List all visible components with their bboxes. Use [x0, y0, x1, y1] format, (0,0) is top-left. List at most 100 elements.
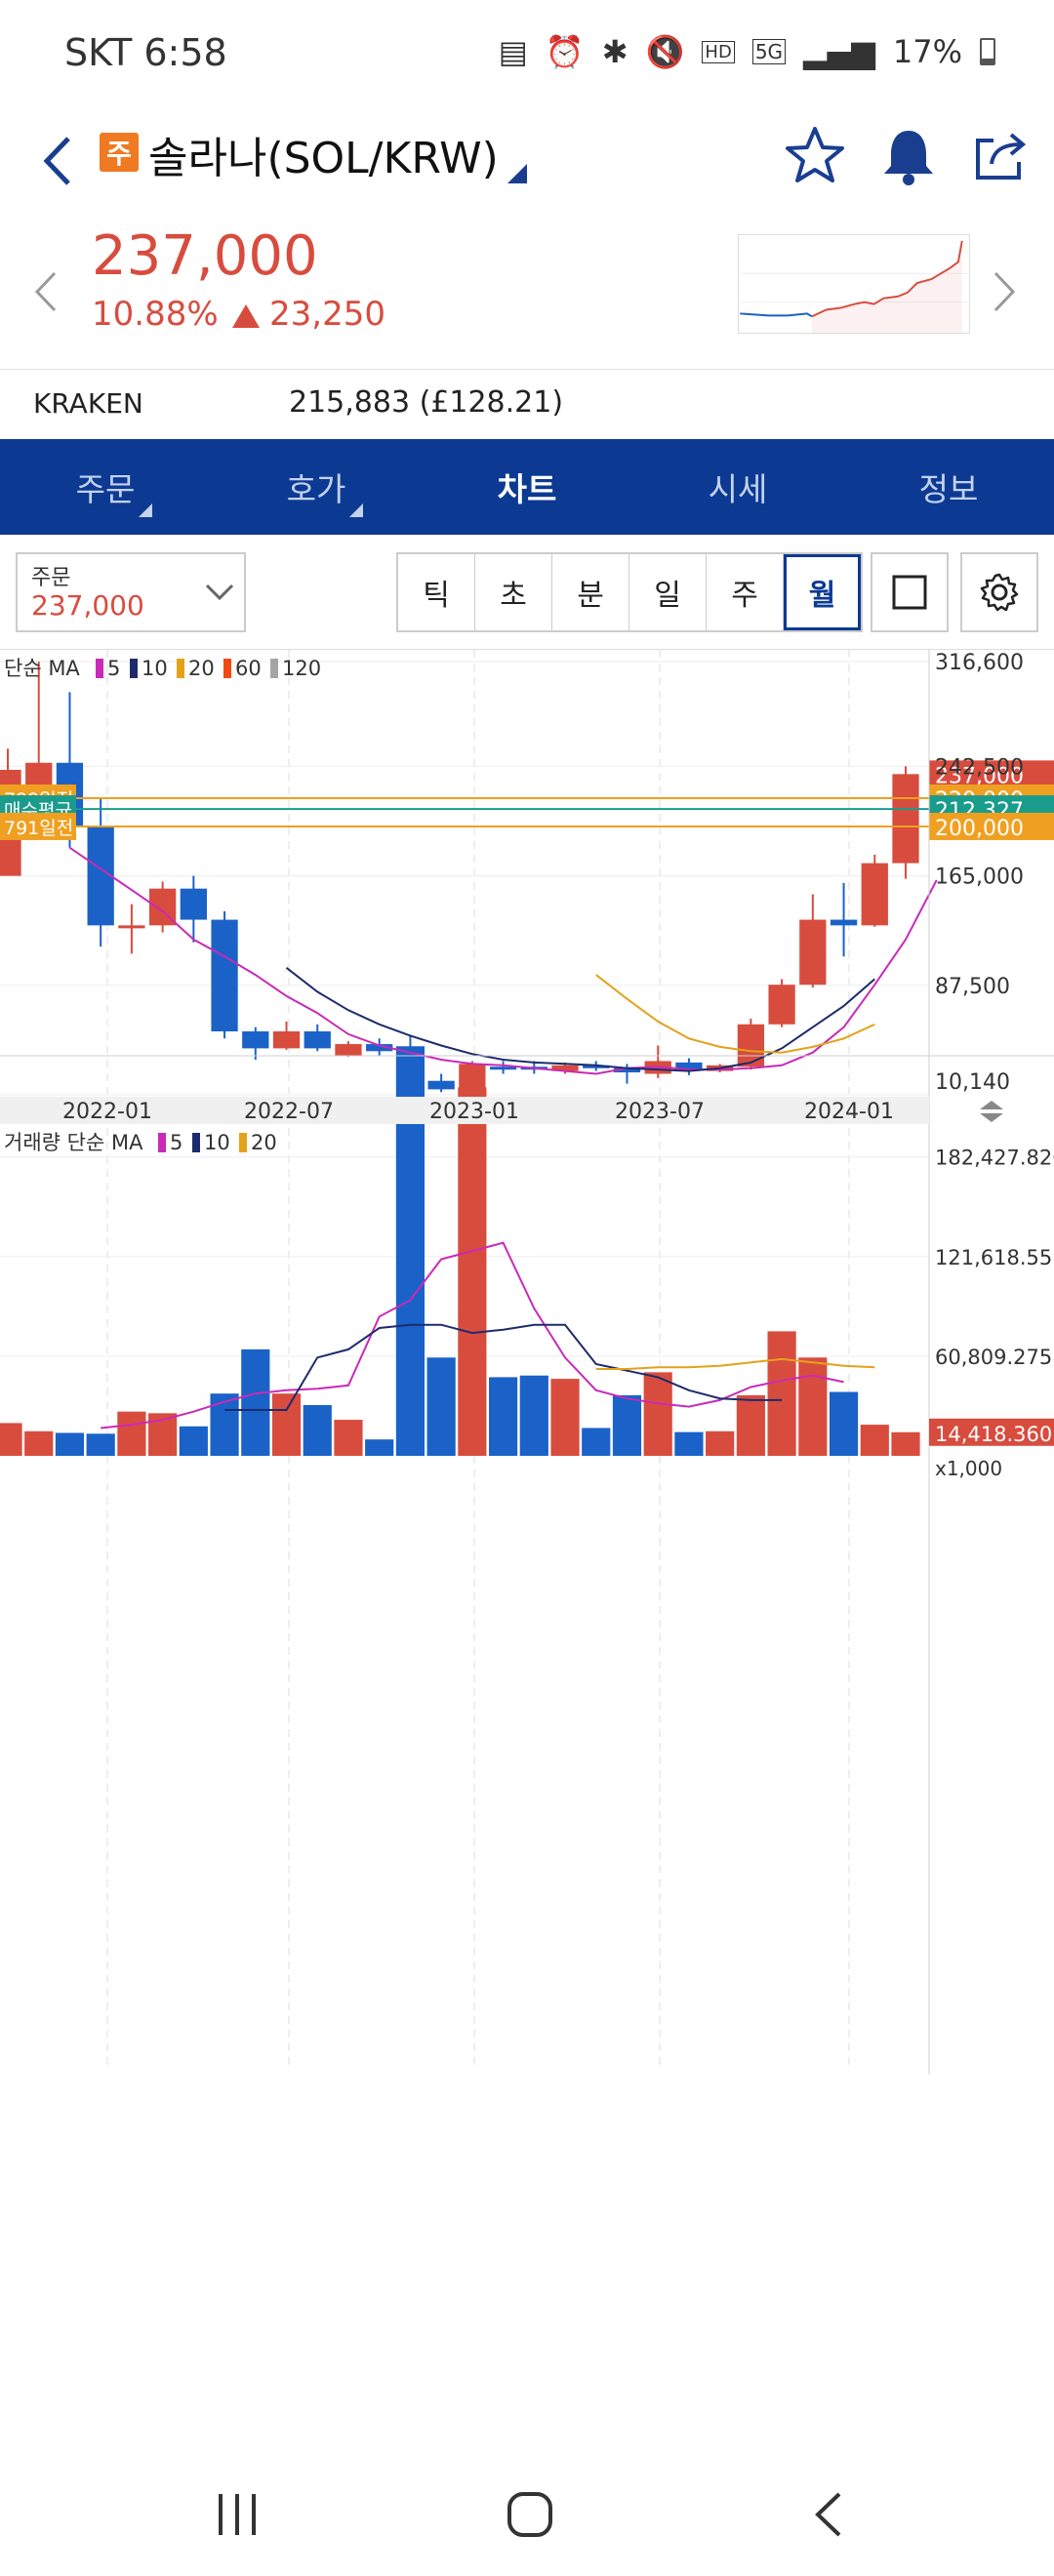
candle-body [830, 919, 858, 926]
volume-bar [891, 1431, 920, 1456]
bell-icon[interactable] [874, 121, 943, 189]
tab-orderbook[interactable]: 호가 [211, 439, 422, 535]
x-axis-band [0, 1097, 929, 1124]
price-legend-item: 5 [107, 657, 120, 680]
volume-legend-title: 거래량 단순 MA [4, 1131, 143, 1154]
home-icon[interactable] [506, 2490, 554, 2539]
candle-body [180, 888, 207, 920]
volume-legend-item: 5 [170, 1131, 182, 1154]
volume-legend-swatch [239, 1133, 247, 1152]
volume-bar [612, 1394, 642, 1456]
candle-body [799, 919, 827, 986]
volume-legend-swatch [158, 1133, 166, 1152]
period-month[interactable]: 월 [784, 554, 861, 630]
hd-voice-icon: HD [702, 40, 735, 63]
change-percent: 10.88% [92, 295, 219, 334]
resize-handle-icon[interactable] [980, 1101, 1003, 1122]
candle-body [737, 1024, 765, 1067]
candle-body [335, 1044, 362, 1056]
fullscreen-button[interactable] [871, 552, 949, 632]
x-axis-label: 2023-01 [429, 1100, 519, 1124]
candle-body [489, 1067, 517, 1070]
price-ma-10-line [285, 967, 875, 1072]
price-legend-swatch [130, 659, 138, 678]
tab-info-label: 정보 [918, 470, 979, 508]
price-legend-swatch [223, 659, 231, 678]
order-price-select[interactable]: 주문 237,000 [16, 552, 246, 632]
volume-bar [426, 1357, 456, 1456]
price-axis-label: 87,500 [935, 975, 1010, 999]
back-icon[interactable] [35, 127, 84, 195]
volume-ma-10-line [224, 1323, 783, 1411]
period-day[interactable]: 일 [629, 554, 707, 630]
recent-apps-icon[interactable] [215, 2490, 260, 2539]
price-tag-label: 200,000 [935, 817, 1024, 841]
status-icons: ▤ ⏰ ✱ 🔇 HD 5G ▂▄▆ 17% [499, 33, 995, 70]
volume-axis-label: 182,427.826 [935, 1147, 1054, 1170]
price-legend-item: 60 [235, 657, 262, 680]
chart-toolbar: 주문 237,000 틱 초 분 일 주 월 [0, 535, 1054, 650]
coin-title[interactable]: 솔라나(SOL/KRW) [148, 134, 499, 183]
period-selector: 틱 초 분 일 주 월 [396, 552, 863, 632]
bluetooth-icon: ✱ [601, 33, 628, 70]
candle-body [861, 863, 888, 926]
order-select-label: 주문 [31, 566, 71, 590]
price-legend-item: 120 [282, 657, 321, 680]
alarm-icon: ⏰ [545, 33, 585, 70]
tab-order[interactable]: 주문 [0, 439, 211, 535]
tab-orderbook-label: 호가 [286, 470, 346, 508]
reference-exchange-label: KRAKEN [33, 387, 143, 420]
period-minute[interactable]: 분 [552, 554, 629, 630]
candle-body [675, 1062, 703, 1070]
period-second[interactable]: 초 [475, 554, 552, 630]
volume-bar [829, 1391, 859, 1456]
chevron-down-icon [205, 584, 234, 601]
tab-order-label: 주문 [75, 470, 136, 508]
up-triangle-icon [232, 304, 260, 328]
price-ma-5-line [68, 846, 938, 1075]
tab-chart[interactable]: 차트 [422, 439, 632, 535]
tab-chart-label: 차트 [497, 470, 557, 508]
system-nav-bar [0, 2455, 1054, 2576]
x-axis-label: 2022-01 [62, 1100, 152, 1124]
tab-quotes[interactable]: 시세 [632, 439, 843, 535]
change-amount: 23,250 [269, 295, 385, 334]
status-bar: SKT 6:58 ▤ ⏰ ✱ 🔇 HD 5G ▂▄▆ 17% [0, 0, 1054, 107]
price-legend-item: 10 [142, 657, 168, 680]
chart-settings-button[interactable] [960, 552, 1038, 632]
volume-tag-label: 14,418.360 [935, 1423, 1052, 1446]
back-nav-icon[interactable] [810, 2490, 849, 2539]
price-chart[interactable]: 237,000220,000799일전212,327매수평균200,000791… [0, 650, 1054, 2455]
left-tag-box [0, 812, 76, 840]
volume-axis-label: 121,618.551 [935, 1246, 1054, 1269]
tab-quotes-label: 시세 [708, 470, 768, 508]
star-icon[interactable] [781, 121, 849, 189]
coin-dropdown-icon[interactable] [507, 164, 527, 183]
candle-body [768, 985, 795, 1025]
volume-axis-label: 60,809.275 [935, 1346, 1052, 1369]
mini-chart[interactable] [738, 234, 970, 334]
price-tag-box [929, 760, 1054, 788]
x-axis-label: 2023-07 [615, 1100, 705, 1124]
price-legend-swatch [177, 659, 184, 678]
period-tick[interactable]: 틱 [398, 554, 475, 630]
x-axis-label: 2022-07 [244, 1100, 334, 1124]
candle-body [211, 919, 238, 1032]
volume-legend-item: 10 [204, 1131, 230, 1154]
signal-icon: ▂▄▆ [803, 33, 875, 70]
prev-coin-icon[interactable] [33, 269, 59, 314]
tab-info[interactable]: 정보 [843, 439, 1054, 535]
price-axis-label: 316,600 [935, 651, 1024, 675]
share-icon[interactable] [966, 121, 1034, 189]
volume-bar [706, 1430, 735, 1456]
volume-bar [55, 1432, 85, 1456]
app-header: 주 솔라나(SOL/KRW) [0, 107, 1054, 224]
price-axis-label: 10,140 [935, 1070, 1010, 1095]
gear-icon [980, 573, 1019, 612]
volume-bar [582, 1428, 611, 1456]
price-tag-box [929, 812, 1054, 840]
volume-bar [736, 1394, 765, 1456]
next-coin-icon[interactable] [992, 269, 1017, 314]
candle-body [304, 1031, 331, 1049]
period-week[interactable]: 주 [707, 554, 784, 630]
